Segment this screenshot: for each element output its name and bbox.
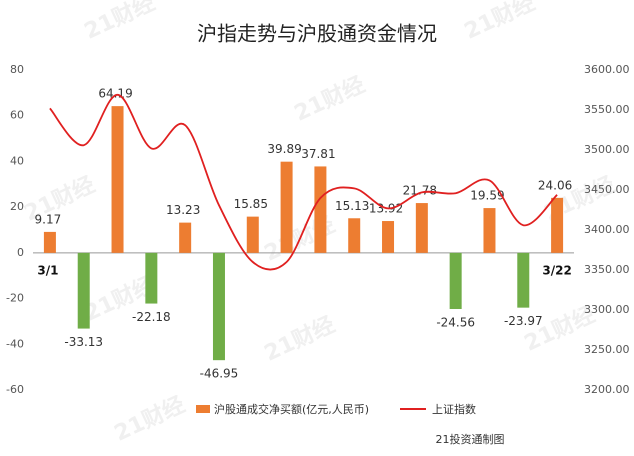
bar <box>314 166 327 253</box>
chart-title: 沪指走势与沪股通资金情况 <box>197 22 437 46</box>
data-label: 19.59 <box>470 189 504 203</box>
data-label: 24.06 <box>538 178 572 192</box>
bar <box>348 218 361 253</box>
source: 21投资通制图 <box>436 432 505 446</box>
y2-tick-label: 3500.00 <box>584 143 630 156</box>
data-label: 13.23 <box>166 203 200 217</box>
bar <box>449 252 462 309</box>
data-label: 15.13 <box>335 199 369 213</box>
data-label: 15.85 <box>234 197 268 211</box>
line <box>49 93 558 271</box>
bar <box>145 252 158 304</box>
bar <box>43 231 56 253</box>
y-tick-label: -60 <box>6 383 24 396</box>
bar <box>111 106 124 253</box>
data-label: 9.17 <box>35 212 62 226</box>
data-label: 39.89 <box>267 142 301 156</box>
y-tick-label: 40 <box>10 154 24 167</box>
bar <box>280 161 293 253</box>
bar <box>179 222 192 253</box>
bar <box>517 252 530 308</box>
bar <box>246 216 259 253</box>
bar <box>415 203 428 253</box>
legend-label: 上证指数 <box>432 402 476 416</box>
watermark: 21财经 <box>290 72 369 127</box>
data-label: -33.13 <box>64 335 103 349</box>
watermark: 21财经 <box>460 0 539 45</box>
bar <box>77 252 90 329</box>
legend-label: 沪股通成交净买额(亿元,人民币) <box>214 402 369 416</box>
bar <box>212 252 225 361</box>
axes: -60 -40 -20 0 20 40 60 80 3200.00 3250.00 3300.00 3… <box>6 63 629 396</box>
data-label: -22.18 <box>132 310 171 324</box>
y-tick-label: 20 <box>10 200 24 213</box>
y-tick-label: 60 <box>10 109 24 122</box>
bar <box>551 197 564 253</box>
y-tick-label: -40 <box>6 337 24 350</box>
y-tick-label: 80 <box>10 63 24 76</box>
y2-tick-label: 3450.00 <box>584 183 630 196</box>
watermark: 21财经 <box>80 0 159 45</box>
y2-tick-label: 3550.00 <box>584 103 630 116</box>
data-label: 37.81 <box>301 147 335 161</box>
bar <box>382 221 395 253</box>
y2-tick-label: 3600.00 <box>584 63 630 76</box>
y2-tick-label: 3300.00 <box>584 303 630 316</box>
y-tick-label: 0 <box>17 246 24 259</box>
bar <box>483 208 496 253</box>
data-label: 21.78 <box>403 184 437 198</box>
data-label: -23.97 <box>504 314 543 328</box>
y2-tick-label: 3400.00 <box>584 223 630 236</box>
data-label: -24.56 <box>436 315 475 329</box>
data-label: -46.95 <box>200 367 239 381</box>
y-tick-label: -20 <box>6 292 24 305</box>
watermark: 21财经 <box>110 392 189 447</box>
watermark: 21财经 <box>260 312 339 367</box>
x-tick-label: 3/22 <box>542 263 571 277</box>
data-label: 64.19 <box>98 87 132 101</box>
y2-tick-label: 3350.00 <box>584 263 630 276</box>
legend-swatch <box>196 405 210 413</box>
y2-tick-label: 3250.00 <box>584 343 630 356</box>
legend: 沪股通成交净买额(亿元,人民币) 上证指数 <box>196 402 476 416</box>
x-tick-label: 3/1 <box>37 263 58 277</box>
y2-tick-label: 3200.00 <box>584 383 630 396</box>
